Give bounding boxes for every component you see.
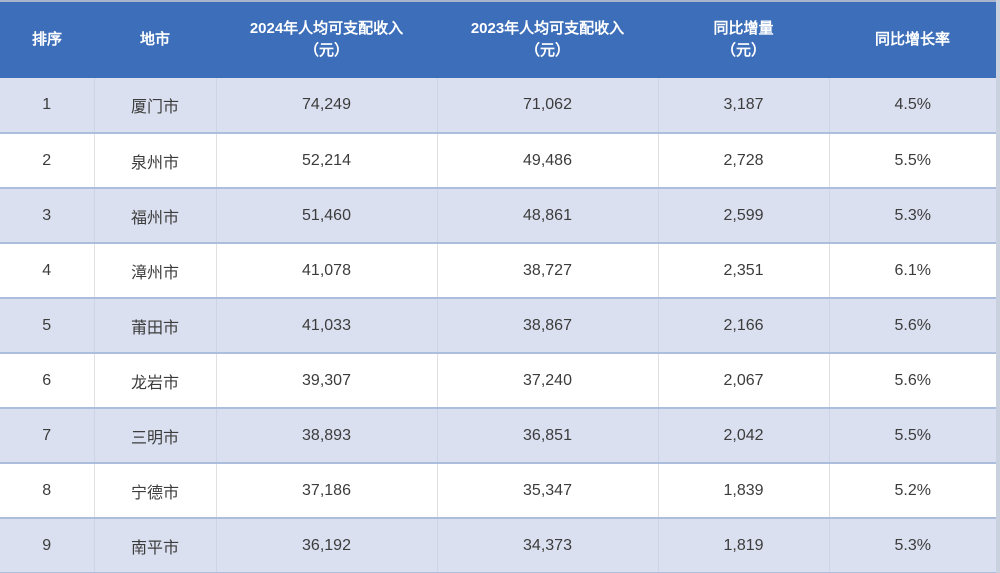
header-city: 地市 bbox=[94, 2, 216, 78]
header-growth-rate: 同比增长率 bbox=[829, 2, 996, 78]
yoy-increase-cell: 3,187 bbox=[658, 78, 830, 133]
income-2024-cell: 38,893 bbox=[216, 407, 438, 463]
city-cell: 泉州市 bbox=[94, 132, 217, 188]
income-2023-cell: 38,867 bbox=[437, 297, 659, 353]
yoy-increase-cell: 1,839 bbox=[658, 462, 830, 518]
growth-rate-cell: 6.1% bbox=[829, 242, 996, 298]
income-2023-cell: 71,062 bbox=[437, 78, 659, 133]
table-body: 1 厦门市 74,249 71,062 3,187 4.5% 2 泉州市 52,… bbox=[0, 78, 996, 573]
header-income-2024-line2: （元） bbox=[303, 42, 349, 59]
growth-rate-cell: 4.5% bbox=[829, 78, 996, 133]
header-yoy-increase: 同比增量 （元） bbox=[658, 2, 829, 78]
income-2024-cell: 41,033 bbox=[216, 297, 438, 353]
table-row: 6 龙岩市 39,307 37,240 2,067 5.6% bbox=[0, 352, 996, 408]
yoy-increase-cell: 2,728 bbox=[658, 132, 830, 188]
rank-cell: 7 bbox=[0, 407, 95, 463]
income-2023-cell: 34,373 bbox=[437, 517, 659, 573]
rank-cell: 3 bbox=[0, 187, 95, 243]
header-yoy-increase-line2: （元） bbox=[720, 42, 766, 59]
growth-rate-cell: 5.5% bbox=[829, 132, 996, 188]
income-2024-cell: 52,214 bbox=[216, 132, 438, 188]
income-2023-cell: 49,486 bbox=[437, 132, 659, 188]
growth-rate-cell: 5.6% bbox=[829, 297, 996, 353]
income-2024-cell: 36,192 bbox=[216, 517, 438, 573]
table-row: 7 三明市 38,893 36,851 2,042 5.5% bbox=[0, 407, 996, 463]
growth-rate-cell: 5.6% bbox=[829, 352, 996, 408]
yoy-increase-cell: 2,166 bbox=[658, 297, 830, 353]
header-income-2023: 2023年人均可支配收入 （元） bbox=[437, 2, 658, 78]
right-edge-strip bbox=[996, 0, 1000, 573]
table-row: 3 福州市 51,460 48,861 2,599 5.3% bbox=[0, 187, 996, 243]
growth-rate-cell: 5.3% bbox=[829, 187, 996, 243]
header-rank: 排序 bbox=[0, 2, 94, 78]
income-2024-cell: 39,307 bbox=[216, 352, 438, 408]
yoy-increase-cell: 1,819 bbox=[658, 517, 830, 573]
growth-rate-cell: 5.2% bbox=[829, 462, 996, 518]
city-cell: 漳州市 bbox=[94, 242, 217, 298]
income-2023-cell: 36,851 bbox=[437, 407, 659, 463]
city-cell: 厦门市 bbox=[94, 78, 217, 133]
rank-cell: 4 bbox=[0, 242, 95, 298]
header-income-2023-line1: 2023年人均可支配收入 bbox=[470, 20, 625, 37]
table-row: 5 莆田市 41,033 38,867 2,166 5.6% bbox=[0, 297, 996, 353]
header-income-2024-line1: 2024年人均可支配收入 bbox=[249, 20, 404, 37]
income-2024-cell: 74,249 bbox=[216, 78, 438, 133]
table-row: 4 漳州市 41,078 38,727 2,351 6.1% bbox=[0, 242, 996, 298]
header-city-label: 地市 bbox=[139, 31, 170, 48]
income-2023-cell: 38,727 bbox=[437, 242, 659, 298]
rank-cell: 1 bbox=[0, 78, 95, 133]
city-cell: 三明市 bbox=[94, 407, 217, 463]
header-income-2024: 2024年人均可支配收入 （元） bbox=[216, 2, 437, 78]
table-row: 9 南平市 36,192 34,373 1,819 5.3% bbox=[0, 517, 996, 573]
rank-cell: 6 bbox=[0, 352, 95, 408]
rank-cell: 8 bbox=[0, 462, 95, 518]
city-cell: 南平市 bbox=[94, 517, 217, 573]
rank-cell: 9 bbox=[0, 517, 95, 573]
growth-rate-cell: 5.5% bbox=[829, 407, 996, 463]
income-2024-cell: 37,186 bbox=[216, 462, 438, 518]
yoy-increase-cell: 2,067 bbox=[658, 352, 830, 408]
income-2023-cell: 37,240 bbox=[437, 352, 659, 408]
table-row: 1 厦门市 74,249 71,062 3,187 4.5% bbox=[0, 78, 996, 133]
table-row: 2 泉州市 52,214 49,486 2,728 5.5% bbox=[0, 132, 996, 188]
income-2024-cell: 41,078 bbox=[216, 242, 438, 298]
header-yoy-increase-line1: 同比增量 bbox=[713, 20, 774, 37]
yoy-increase-cell: 2,351 bbox=[658, 242, 830, 298]
city-cell: 宁德市 bbox=[94, 462, 217, 518]
income-2023-cell: 48,861 bbox=[437, 187, 659, 243]
top-border-line bbox=[0, 0, 1000, 2]
yoy-increase-cell: 2,042 bbox=[658, 407, 830, 463]
income-2024-cell: 51,460 bbox=[216, 187, 438, 243]
header-rank-label: 排序 bbox=[31, 31, 62, 48]
city-cell: 莆田市 bbox=[94, 297, 217, 353]
table-row: 8 宁德市 37,186 35,347 1,839 5.2% bbox=[0, 462, 996, 518]
growth-rate-cell: 5.3% bbox=[829, 517, 996, 573]
city-cell: 龙岩市 bbox=[94, 352, 217, 408]
rank-cell: 5 bbox=[0, 297, 95, 353]
yoy-increase-cell: 2,599 bbox=[658, 187, 830, 243]
city-cell: 福州市 bbox=[94, 187, 217, 243]
header-income-2023-line2: （元） bbox=[524, 42, 570, 59]
header-row: 排序 地市 2024年人均可支配收入 （元） 2023年人均可支配收入 （元） 同比… bbox=[0, 2, 996, 78]
header-growth-rate-label: 同比增长率 bbox=[874, 31, 950, 48]
rank-cell: 2 bbox=[0, 132, 95, 188]
table-header: 排序 地市 2024年人均可支配收入 （元） 2023年人均可支配收入 （元） 同比… bbox=[0, 2, 996, 78]
income-2023-cell: 35,347 bbox=[437, 462, 659, 518]
